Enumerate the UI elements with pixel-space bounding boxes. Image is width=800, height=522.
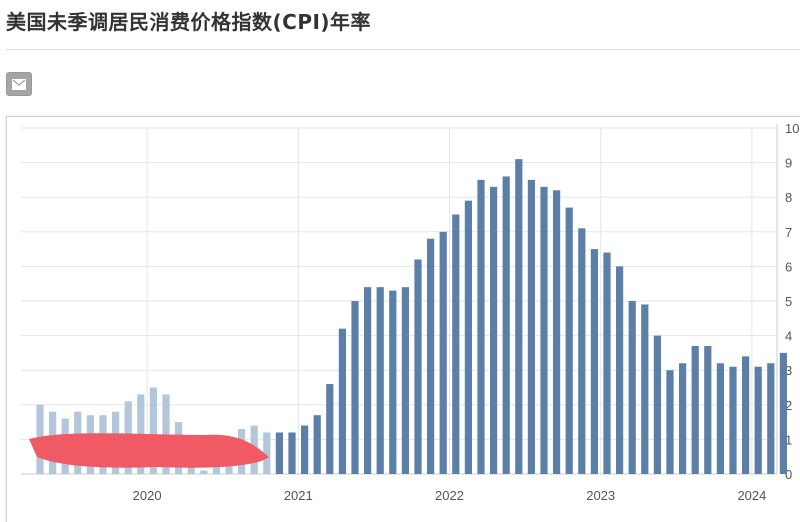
y-tick-label: 7: [785, 225, 792, 240]
bar: [754, 366, 762, 474]
x-tick-label: 2021: [284, 488, 313, 503]
bar: [729, 366, 737, 474]
bar: [162, 394, 170, 474]
bar: [742, 356, 750, 474]
bar: [275, 432, 283, 474]
bar: [187, 463, 195, 474]
bar: [502, 176, 510, 474]
bar: [288, 432, 296, 474]
y-tick-label: 9: [785, 156, 792, 171]
chart-container: 0 1 2 3 4 5 6 7 8 9 10 2020 2021 2022 2023 2024: [6, 116, 800, 522]
email-share-button[interactable]: [6, 72, 32, 96]
bar: [263, 432, 271, 474]
y-tick-label: 3: [785, 363, 792, 378]
bar: [338, 328, 346, 474]
redaction-mark: [29, 433, 269, 468]
y-tick-label: 8: [785, 190, 792, 205]
bar: [401, 287, 409, 474]
title-divider: [6, 49, 800, 50]
bar: [414, 259, 422, 474]
bar: [351, 301, 359, 474]
x-tick-label: 2023: [586, 488, 615, 503]
bar: [439, 231, 447, 474]
bar: [376, 287, 384, 474]
bar: [704, 345, 712, 474]
bar: [716, 363, 724, 474]
bar: [477, 179, 485, 474]
bar: [553, 190, 561, 474]
bar: [427, 238, 435, 474]
bar: [527, 179, 535, 474]
bar: [301, 425, 309, 474]
bar: [565, 207, 573, 474]
bar: [490, 186, 498, 474]
bar: [779, 352, 787, 474]
page-title: 美国未季调居民消费价格指数(CPI)年率: [6, 10, 372, 34]
bar: [628, 301, 636, 474]
bar: [452, 214, 460, 474]
bar: [389, 290, 397, 474]
bar: [313, 415, 321, 474]
bar: [641, 304, 649, 474]
y-tick-label: 2: [785, 398, 792, 413]
y-tick-label: 10: [785, 121, 799, 136]
bar: [149, 387, 157, 474]
bar: [666, 370, 674, 474]
bar: [603, 252, 611, 474]
bar: [590, 249, 598, 474]
bar: [578, 228, 586, 474]
bar: [364, 287, 372, 474]
bar: [540, 186, 548, 474]
y-tick-label: 1: [785, 432, 792, 447]
bar: [679, 363, 687, 474]
bar: [616, 266, 624, 474]
bar: [464, 200, 472, 474]
bar: [653, 335, 661, 474]
cpi-bar-chart: 0 1 2 3 4 5 6 7 8 9 10 2020 2021 2022 2023 2024: [21, 121, 799, 503]
y-tick-label: 6: [785, 259, 792, 274]
mail-icon: [12, 78, 26, 90]
bar: [200, 470, 208, 474]
bar: [326, 384, 334, 474]
x-tick-label: 2020: [133, 488, 162, 503]
bar: [691, 345, 699, 474]
x-tick-label: 2024: [737, 488, 766, 503]
y-tick-label: 4: [785, 329, 792, 344]
y-tick-label: 0: [785, 467, 792, 482]
bar: [515, 159, 523, 474]
bar: [767, 363, 775, 474]
y-tick-label: 5: [785, 294, 792, 309]
x-tick-label: 2022: [435, 488, 464, 503]
